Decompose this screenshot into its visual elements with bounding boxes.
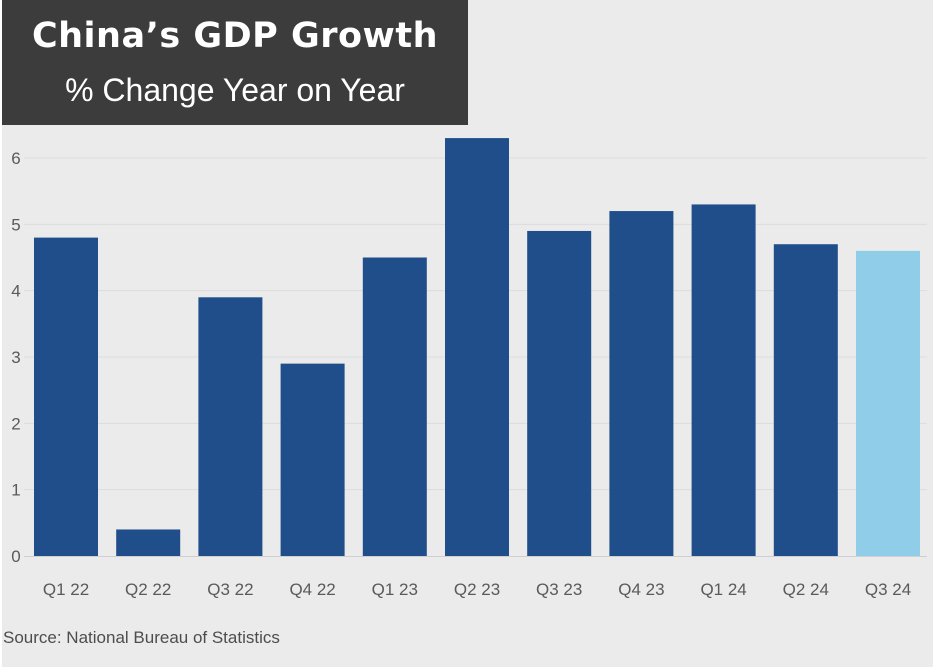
x-tick-label: Q2 23 xyxy=(454,580,500,599)
bar-q3-24 xyxy=(856,250,920,556)
x-tick-label: Q2 22 xyxy=(125,580,171,599)
y-tick-label: 5 xyxy=(11,215,20,234)
bar-q1-24 xyxy=(691,204,756,556)
x-tick-label: Q1 22 xyxy=(43,580,89,599)
bar-q2-24 xyxy=(773,244,838,556)
bar-q2-22 xyxy=(116,529,181,556)
x-tick-label: Q4 23 xyxy=(618,580,664,599)
x-tick-label: Q4 22 xyxy=(289,580,335,599)
bar-q3-23 xyxy=(527,230,592,556)
chart-title: China’s GDP Growth xyxy=(31,16,439,56)
bar-q4-22 xyxy=(280,363,345,556)
x-tick-label: Q3 22 xyxy=(207,580,253,599)
x-tick-label: Q3 23 xyxy=(536,580,582,599)
bar-q1-23 xyxy=(362,257,427,556)
y-tick-label: 1 xyxy=(11,481,20,500)
bar-q2-23 xyxy=(445,138,509,556)
x-tick-label: Q1 24 xyxy=(700,580,746,599)
title-box: China’s GDP Growth % Change Year on Year xyxy=(2,0,468,125)
x-axis-ticks: Q1 22 Q2 22 Q3 22 Q4 22 Q1 23 Q2 23 Q3 23 Q4 23… xyxy=(43,580,911,599)
y-tick-label: 2 xyxy=(11,414,20,433)
bar-q3-22 xyxy=(198,297,263,556)
bar-q4-23 xyxy=(609,211,674,557)
x-tick-label: Q3 24 xyxy=(865,580,911,599)
source-note: Source: National Bureau of Statistics xyxy=(3,628,280,647)
bars xyxy=(34,138,920,557)
x-tick-label: Q1 23 xyxy=(372,580,418,599)
chart-subtitle: % Change Year on Year xyxy=(65,72,405,108)
bar-q1-22 xyxy=(34,237,98,556)
y-axis-ticks: 0 1 2 3 4 5 6 xyxy=(11,149,20,566)
x-tick-label: Q2 24 xyxy=(783,580,829,599)
y-tick-label: 6 xyxy=(11,149,20,168)
y-tick-label: 0 xyxy=(11,547,20,566)
y-tick-label: 4 xyxy=(11,282,20,301)
y-tick-label: 3 xyxy=(11,348,20,367)
